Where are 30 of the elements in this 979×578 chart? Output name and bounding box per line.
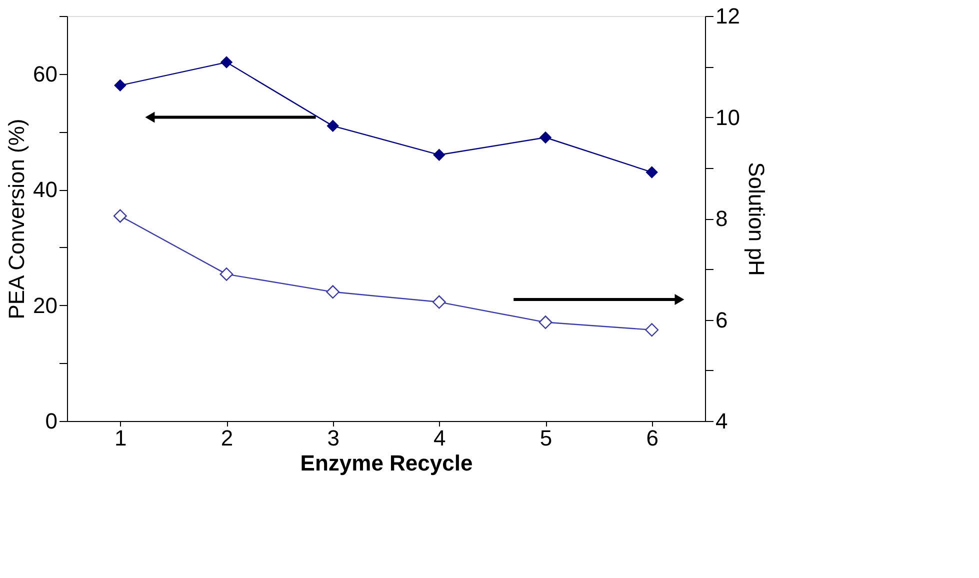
y2-tick-label: 8	[716, 206, 728, 231]
x-tick-label: 5	[540, 426, 552, 450]
point	[645, 323, 659, 337]
point	[113, 209, 127, 223]
y2-tick-label: 12	[716, 4, 740, 28]
y-tick-label: 60	[33, 61, 58, 86]
x-tick-label: 4	[434, 426, 446, 450]
point	[220, 267, 234, 281]
y-axis-title: PEA Conversion (%)	[4, 118, 30, 320]
point	[114, 79, 126, 92]
point	[646, 166, 658, 178]
x-tick-label: 3	[327, 426, 340, 450]
y-tick-label: 40	[33, 177, 58, 202]
point	[538, 316, 552, 330]
point	[326, 120, 339, 132]
point	[433, 148, 446, 161]
y2-tick-label: 4	[716, 408, 728, 434]
x-tick-label: 2	[220, 426, 234, 450]
y2-axis-title: Solution pH	[744, 162, 769, 276]
point	[432, 295, 446, 309]
x-tick-label: 6	[646, 426, 658, 450]
y-tick-label: 20	[33, 292, 58, 318]
x-axis-title: Enzyme Recycle	[300, 450, 473, 476]
y2-tick-label: 10	[716, 104, 740, 130]
point	[220, 56, 233, 68]
point	[539, 131, 552, 144]
y2-tick-label: 6	[716, 307, 728, 332]
y-tick-label: 0	[45, 408, 58, 434]
x-tick-label: 1	[114, 426, 127, 450]
point	[326, 285, 340, 299]
